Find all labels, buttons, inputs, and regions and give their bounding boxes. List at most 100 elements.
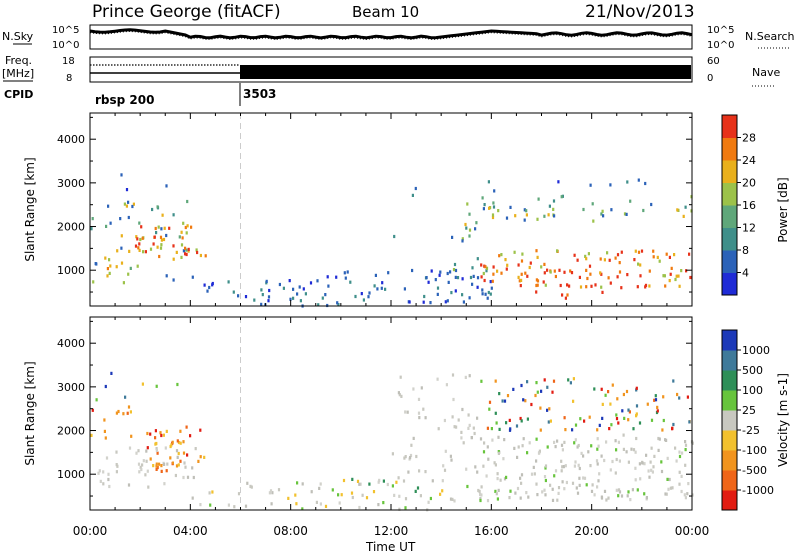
range-gate-cell [500,271,503,275]
range-gate-cell [172,213,175,217]
range-gate-cell [444,449,447,453]
range-gate-cell [155,467,158,471]
range-gate-cell [417,411,421,415]
range-gate-cell [376,287,379,291]
range-gate-cell [639,263,642,267]
range-gate-cell [324,504,328,508]
range-gate-cell [180,230,183,234]
range-gate-cell [146,431,149,436]
range-gate-cell [409,453,413,458]
range-gate-cell [449,497,453,501]
range-gate-cell [185,248,188,252]
range-gate-cell [573,441,576,445]
range-gate-cell [535,381,538,385]
range-gate-cell [368,291,371,295]
range-gate-cell [515,424,519,428]
range-gate-cell [304,292,307,296]
range-gate-cell [627,460,630,464]
range-gate-cell [684,463,687,467]
range-gate-cell [647,469,650,473]
range-gate-cell [372,490,376,494]
range-gate-cell [105,224,108,228]
range-gate-cell [608,258,611,262]
range-gate-cell [187,247,190,251]
range-gate-cell [356,479,360,483]
range-gate-cell [446,299,449,303]
range-gate-cell [105,456,109,460]
colorbar-tick-label: -25 [742,424,760,437]
range-gate-cell [491,215,495,220]
range-gate-cell [546,268,549,272]
range-gate-cell [646,402,649,406]
velocity-panel: 1000 2000 3000 4000 Slant Range [km] 1000 500 1… [23,316,790,512]
range-gate-cell [155,447,158,451]
range-gate-cell [398,393,401,397]
range-gate-cell [543,378,546,382]
range-gate-cell [140,225,143,229]
range-gate-cell [382,501,385,505]
range-gate-cell [476,470,479,474]
range-gate-cell [622,433,625,437]
range-gate-cell [632,448,636,452]
range-gate-cell [505,421,508,425]
freq-tick-bottom: 8 [66,73,72,84]
range-gate-cell [519,476,522,480]
range-gate-cell [123,202,126,206]
range-gate-cell [137,462,141,466]
range-gate-cell [568,284,571,288]
range-gate-cell [556,498,559,502]
range-gate-cell [476,285,479,289]
range-gate-cell [669,272,672,276]
range-gate-cell [566,283,569,287]
range-gate-cell [553,474,556,478]
range-gate-cell [135,235,138,239]
range-gate-cell [106,274,109,278]
range-gate-cell [317,303,320,307]
range-gate-cell [491,438,494,442]
range-gate-cell [661,428,664,432]
range-gate-cell [462,300,465,304]
range-gate-cell [127,272,130,276]
range-gate-cell [154,429,157,433]
range-gate-cell [672,379,675,383]
range-gate-cell [164,446,167,450]
range-gate-cell [115,470,118,474]
range-gate-cell [561,448,564,452]
range-gate-cell [635,436,638,441]
range-gate-cell [398,494,401,498]
range-gate-cell [599,271,602,275]
range-gate-cell [316,279,319,283]
range-gate-cell [132,202,135,206]
range-gate-cell [159,246,163,250]
range-gate-cell [547,213,550,217]
range-gate-cell [106,267,109,271]
range-gate-cell [483,441,486,445]
range-gate-cell [182,451,186,455]
range-gate-cell [496,497,499,501]
range-gate-cell [163,226,166,230]
range-gate-cell [496,472,499,476]
range-gate-cell [378,478,381,482]
range-gate-cell [578,476,581,480]
range-gate-cell [566,293,569,297]
range-gate-cell [91,408,94,412]
y-tick-label: 3000 [57,381,85,394]
range-gate-cell [156,466,159,470]
range-gate-cell [116,464,119,468]
range-gate-cell [535,290,538,294]
range-gate-cell [120,234,123,238]
range-gate-cell [120,261,124,265]
range-gate-cell [125,204,128,208]
range-gate-cell [97,471,100,475]
range-gate-cell [596,428,599,432]
colorbar-tick-label: 20 [742,177,756,190]
range-gate-cell [497,488,500,492]
range-gate-cell [634,466,637,470]
range-gate-cell [289,297,292,301]
range-gate-cell [443,418,446,423]
range-gate-cell [119,217,122,221]
range-gate-cell [637,262,640,266]
range-gate-cell [504,258,507,262]
range-gate-cell [161,213,164,217]
range-gate-cell [678,482,681,486]
